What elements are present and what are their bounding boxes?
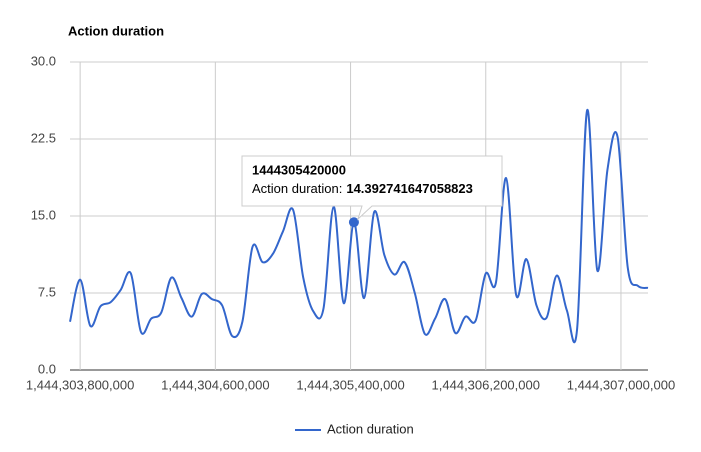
x-tick-label: 1,444,306,200,000 — [432, 377, 540, 392]
y-tick-label: 30.0 — [31, 53, 56, 68]
tooltip-label: Action duration: — [252, 181, 342, 196]
x-tick-label: 1,444,303,800,000 — [26, 377, 134, 392]
tooltip-x: 1444305420000 — [252, 162, 346, 177]
x-tick-label: 1,444,305,400,000 — [296, 377, 404, 392]
x-tick-label: 1,444,307,000,000 — [567, 377, 675, 392]
tooltip-box — [241, 155, 503, 221]
point — [348, 217, 359, 228]
y-tick-label: 0.0 — [38, 361, 56, 376]
tooltip: 1444305420000 Action duration: 14.39274164… — [241, 155, 503, 221]
tooltip-number: 14.392741647058823 — [346, 181, 473, 196]
chart-title: Action duration — [68, 23, 164, 38]
line — [69, 109, 649, 344]
x-tick-label: 1,444,304,600,000 — [161, 377, 269, 392]
legend-label: Action duration — [327, 421, 414, 436]
y-tick-label: 15.0 — [31, 207, 56, 222]
y-tick-label: 7.5 — [38, 284, 56, 299]
tooltip-value: Action duration: 14.392741647058823 — [252, 181, 473, 196]
y-tick-label: 22.5 — [31, 130, 56, 145]
